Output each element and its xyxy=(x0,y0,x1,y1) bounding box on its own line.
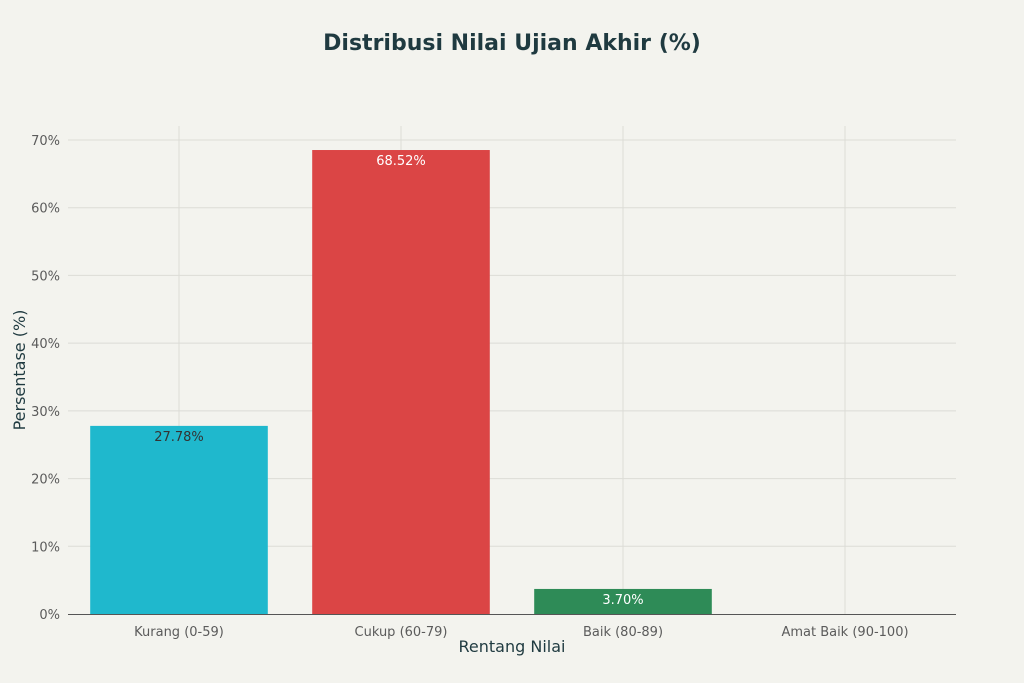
y-axis-ticks: 0% 10% 20% 30% 40% 50% 60% 70% xyxy=(31,134,60,623)
x-tick-label: Kurang (0-59) xyxy=(134,625,224,640)
x-tick-label: Cukup (60-79) xyxy=(355,625,448,640)
bar xyxy=(90,425,268,614)
data-labels: 27.78% 68.52% 3.70% xyxy=(154,154,643,608)
y-tick-label: 30% xyxy=(31,405,60,420)
bar-data-label: 3.70% xyxy=(602,593,643,608)
bar-data-label: 27.78% xyxy=(154,430,204,445)
y-tick-label: 20% xyxy=(31,473,60,488)
x-tick-label: Amat Baik (90-100) xyxy=(781,625,908,640)
bars xyxy=(90,150,712,614)
y-tick-label: 10% xyxy=(31,540,60,555)
y-tick-label: 60% xyxy=(31,202,60,217)
x-tick-label: Baik (80-89) xyxy=(583,625,663,640)
x-axis-ticks: Kurang (0-59) Cukup (60-79) Baik (80-89) Am… xyxy=(134,625,908,640)
x-axis-title: Rentang Nilai xyxy=(459,637,566,656)
bar xyxy=(534,588,712,614)
y-tick-label: 70% xyxy=(31,134,60,149)
y-tick-label: 40% xyxy=(31,337,60,352)
y-tick-label: 0% xyxy=(39,608,60,623)
y-axis-title: Persentase (%) xyxy=(10,310,29,431)
bar-data-label: 68.52% xyxy=(376,154,426,169)
bar xyxy=(312,150,490,614)
y-tick-label: 50% xyxy=(31,269,60,284)
chart-title: Distribusi Nilai Ujian Akhir (%) xyxy=(323,31,701,56)
